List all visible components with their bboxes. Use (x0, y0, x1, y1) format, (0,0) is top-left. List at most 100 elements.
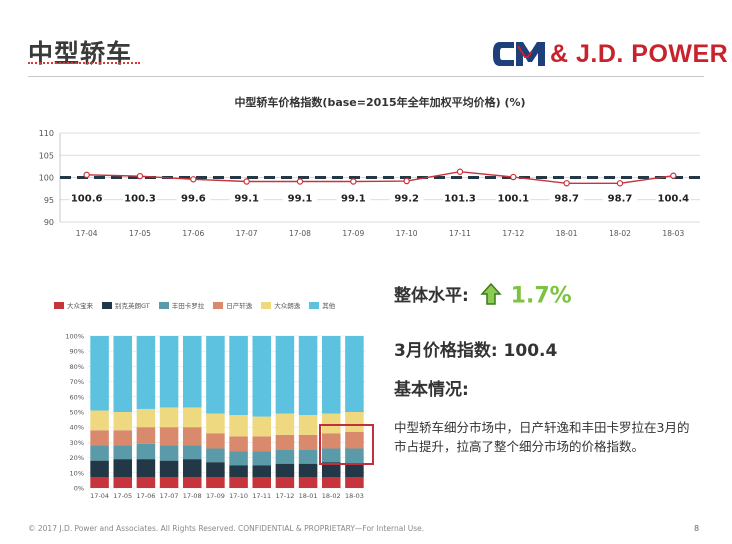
data-label-bg (389, 191, 424, 204)
bar-segment (298, 336, 318, 416)
x-tick-label: 17-07 (160, 492, 179, 500)
x-tick-label: 17-11 (252, 492, 271, 500)
bar-segment (182, 336, 202, 408)
y-tick-label: 30% (70, 439, 84, 447)
y-tick-label: 70% (70, 378, 84, 386)
data-label: 98.7 (608, 194, 633, 205)
bar-segment (113, 477, 133, 488)
data-point (136, 172, 144, 180)
bar-segment (136, 459, 156, 478)
data-label-bg (496, 191, 531, 204)
bar-segment (229, 336, 248, 416)
title-underline (28, 62, 140, 64)
data-point (296, 178, 304, 185)
y-tick-label: 90% (70, 348, 84, 356)
bar-segment (90, 410, 109, 431)
y-tick-label: 90 (44, 218, 54, 227)
data-label-bg (549, 191, 584, 204)
legend-swatch (54, 301, 64, 309)
bar-segment (206, 462, 225, 478)
y-tick-label: 20% (70, 454, 84, 462)
y-tick-label: 110 (39, 129, 54, 138)
data-point (510, 173, 517, 181)
bar-segment (90, 336, 109, 411)
x-tick-label: 17-09 (342, 229, 364, 238)
highlight-box (319, 424, 374, 465)
bar-segment (321, 336, 341, 414)
y-tick-label: 50% (70, 409, 84, 417)
bar-segment (113, 445, 133, 460)
legend-item: 别克英朗GT (102, 300, 150, 310)
data-point (670, 172, 677, 179)
x-tick-label: 17-11 (449, 229, 471, 238)
bar-segment (252, 416, 272, 437)
legend-swatch (309, 301, 320, 309)
bar-segment (159, 477, 179, 488)
data-label: 100.4 (658, 194, 690, 205)
bar-segment (298, 463, 318, 478)
bar-segment (229, 436, 248, 452)
page-number: 8 (694, 524, 700, 533)
bar-segment (90, 477, 109, 488)
x-tick-label: 17-12 (275, 492, 294, 500)
bar-segment (113, 459, 133, 478)
x-tick-label: 17-06 (136, 492, 155, 500)
bar-segment (298, 434, 318, 450)
data-label: 99.1 (341, 194, 366, 205)
bar-segment (159, 427, 179, 446)
x-tick-label: 17-12 (502, 229, 524, 238)
y-tick-label: 105 (39, 151, 54, 160)
bar-segment (182, 407, 202, 428)
bar-segment (206, 336, 225, 414)
bar-segment (159, 460, 179, 478)
data-point (403, 177, 410, 185)
line-chart-y-axis: 110 105 100 95 90 (39, 129, 54, 227)
data-label-bg (123, 191, 157, 204)
bar-segment (298, 477, 318, 488)
bar-segment (252, 436, 272, 452)
legend-label: 大众朗逸 (274, 302, 301, 310)
header-rule (28, 76, 704, 77)
x-tick-label: 17-04 (90, 492, 109, 500)
bar-segment (136, 477, 156, 488)
legend-label: 丰田卡罗拉 (171, 302, 205, 310)
data-label: 98.7 (554, 194, 579, 205)
bar-segment (229, 415, 248, 437)
bar-segment (229, 451, 248, 466)
x-tick-label: 18-03 (345, 492, 364, 500)
bar-segment (275, 336, 295, 414)
y-tick-label: 40% (70, 424, 84, 432)
x-tick-label: 17-08 (183, 492, 202, 500)
x-tick-label: 17-05 (113, 492, 132, 500)
bar-segment (113, 430, 133, 446)
x-tick-label: 17-10 (396, 229, 418, 238)
x-tick-label: 17-05 (129, 229, 151, 238)
bar-segment (206, 448, 225, 463)
data-point (350, 178, 357, 185)
line-data-labels: 100.6 100.3 99.6 99.1 99.1 99.1 99.2 101.3 100.1… (69, 191, 691, 205)
legend-swatch (213, 301, 224, 309)
series-line (86, 171, 674, 184)
bar-segments (90, 336, 364, 488)
bar-chart-y-axis: 100% 90% 80% 70% 60% 50% 40% 30% 20% 10% 0% (65, 333, 84, 493)
bar-segment (252, 465, 272, 478)
data-point (563, 180, 570, 187)
bar-segment (206, 413, 225, 434)
legend-item: 大众宝来 (54, 300, 93, 310)
bar-segment (182, 427, 202, 446)
bar-segment (252, 336, 272, 417)
legend-label: 日产轩逸 (226, 302, 253, 310)
data-label: 100.3 (124, 194, 156, 205)
data-label: 101.3 (444, 194, 476, 205)
y-tick-label: 100% (65, 333, 84, 341)
data-label-bg (229, 191, 264, 204)
bar-chart-legend: 大众宝来 别克英朗GT 丰田卡罗拉 日产轩逸 大众朗逸 其他 (54, 300, 335, 310)
data-point (190, 176, 197, 183)
data-label: 99.6 (181, 194, 206, 205)
data-point (456, 168, 464, 175)
data-label: 100.1 (498, 194, 530, 205)
x-tick-label: 17-04 (76, 229, 98, 238)
x-tick-label: 18-02 (609, 229, 631, 238)
bar-chart-x-axis: 17-04 17-05 17-06 17-07 17-08 17-09 17-10 17-11… (90, 492, 364, 500)
legend-label: 别克英朗GT (115, 302, 150, 310)
